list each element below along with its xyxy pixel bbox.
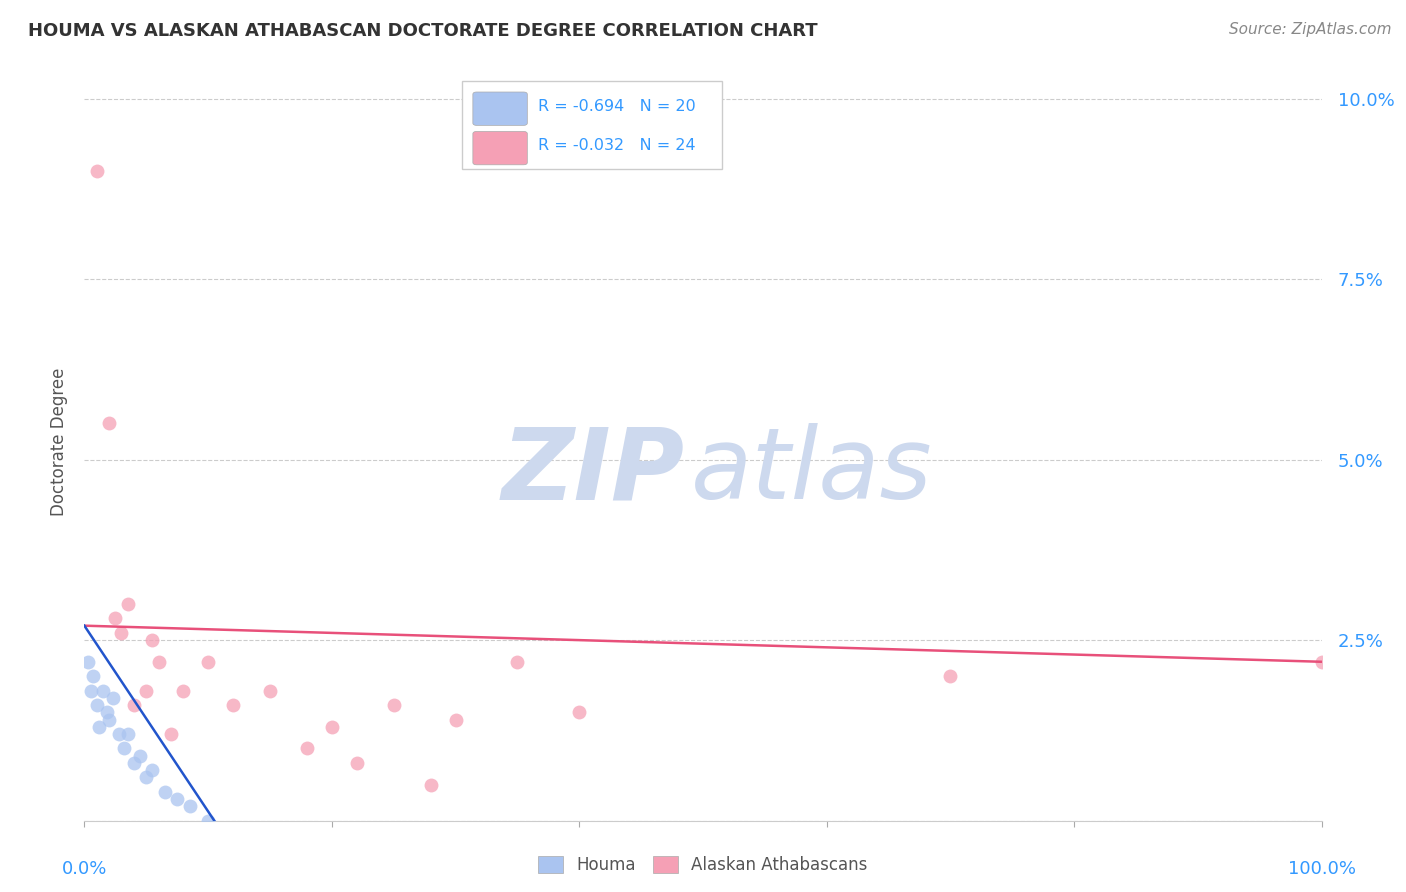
Point	[197, 655, 219, 669]
Point	[82, 669, 104, 683]
Point	[222, 698, 245, 712]
Point	[346, 756, 368, 770]
Point	[86, 698, 108, 712]
Point	[568, 706, 591, 720]
Point	[160, 727, 183, 741]
Point	[91, 683, 114, 698]
Point	[153, 785, 176, 799]
Point	[197, 814, 219, 828]
Point	[321, 720, 343, 734]
FancyBboxPatch shape	[472, 92, 527, 126]
Point	[141, 763, 163, 777]
Text: ZIP: ZIP	[502, 424, 685, 520]
Point	[77, 655, 100, 669]
Point	[444, 713, 467, 727]
Text: 100.0%: 100.0%	[1288, 860, 1355, 878]
Point	[79, 683, 101, 698]
Point	[101, 690, 124, 705]
Point	[506, 655, 529, 669]
Point	[939, 669, 962, 683]
Point	[117, 597, 139, 611]
Text: HOUMA VS ALASKAN ATHABASCAN DOCTORATE DEGREE CORRELATION CHART: HOUMA VS ALASKAN ATHABASCAN DOCTORATE DE…	[28, 22, 818, 40]
Point	[179, 799, 201, 814]
Point	[96, 706, 118, 720]
Point	[141, 633, 163, 648]
Point	[122, 698, 145, 712]
FancyBboxPatch shape	[472, 131, 527, 165]
Text: atlas: atlas	[690, 424, 932, 520]
Point	[1310, 655, 1333, 669]
Point	[129, 748, 152, 763]
Point	[104, 611, 127, 625]
Point	[98, 713, 121, 727]
Point	[172, 683, 194, 698]
Point	[166, 792, 188, 806]
Point	[382, 698, 405, 712]
Point	[108, 727, 131, 741]
Point	[86, 163, 108, 178]
FancyBboxPatch shape	[461, 81, 721, 169]
Text: R = -0.032   N = 24: R = -0.032 N = 24	[538, 138, 696, 153]
Point	[117, 727, 139, 741]
Point	[110, 626, 132, 640]
Point	[98, 417, 121, 431]
Y-axis label: Doctorate Degree: Doctorate Degree	[49, 368, 67, 516]
Point	[295, 741, 318, 756]
Text: Source: ZipAtlas.com: Source: ZipAtlas.com	[1229, 22, 1392, 37]
Point	[259, 683, 281, 698]
Point	[135, 683, 157, 698]
Point	[112, 741, 135, 756]
Point	[148, 655, 170, 669]
Legend: Houma, Alaskan Athabascans: Houma, Alaskan Athabascans	[531, 849, 875, 880]
Point	[135, 770, 157, 784]
Point	[89, 720, 111, 734]
Text: R = -0.694   N = 20: R = -0.694 N = 20	[538, 99, 696, 114]
Point	[419, 778, 441, 792]
Point	[122, 756, 145, 770]
Text: 0.0%: 0.0%	[62, 860, 107, 878]
